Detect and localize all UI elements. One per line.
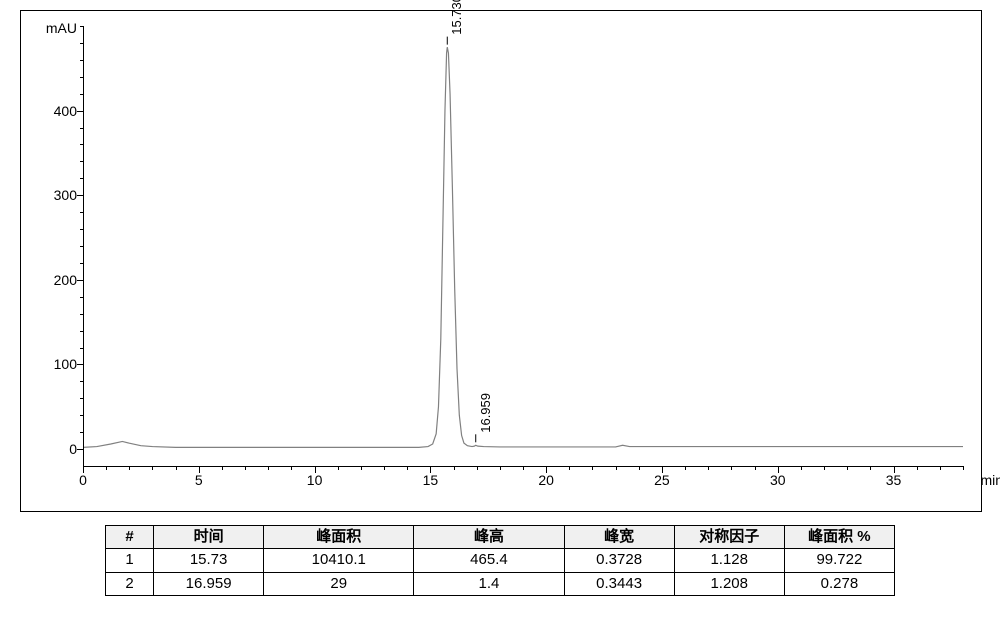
table-cell: 465.4	[414, 549, 564, 572]
chromatogram-trace	[83, 26, 963, 466]
table-row: 115.7310410.1465.40.37281.12899.722	[106, 549, 895, 572]
x-tick-label: 30	[770, 466, 786, 488]
x-tick-label: 10	[307, 466, 323, 488]
x-tick-label: 20	[538, 466, 554, 488]
table-cell: 1.208	[674, 572, 784, 595]
table-cell: 16.959	[154, 572, 264, 595]
chromatogram-plot: mAU min 01002003004000510152025303515.73…	[83, 26, 963, 466]
y-axis-unit: mAU	[46, 20, 83, 36]
table-header: 时间	[154, 526, 264, 549]
peak-label: 15.730	[449, 0, 464, 35]
table-header: 对称因子	[674, 526, 784, 549]
table-cell: 0.3443	[564, 572, 674, 595]
y-tick-label: 300	[54, 187, 83, 203]
table-header: 峰高	[414, 526, 564, 549]
x-axis-unit: min	[980, 466, 1000, 488]
peak-label: 16.959	[478, 393, 493, 433]
table-cell: 0.278	[784, 572, 894, 595]
table-cell: 15.73	[154, 549, 264, 572]
table-row: 216.959291.40.34431.2080.278	[106, 572, 895, 595]
x-tick-label: 15	[423, 466, 439, 488]
figure-root: mAU min 0 100 200 300 400 0 5 10 15 20 25 30 35 15.73…	[0, 0, 1000, 630]
table-header: 峰宽	[564, 526, 674, 549]
table-cell: 0.3728	[564, 549, 674, 572]
table-cell: 1.4	[414, 572, 564, 595]
x-tick-label: 0	[79, 466, 87, 488]
x-tick-label: 25	[654, 466, 670, 488]
table-cell: 2	[106, 572, 154, 595]
x-tick-label: 35	[886, 466, 902, 488]
x-tick-label: 5	[195, 466, 203, 488]
table-header: #	[106, 526, 154, 549]
chart-frame: mAU min 01002003004000510152025303515.73…	[20, 10, 982, 512]
peak-table: #时间峰面积峰高峰宽对称因子峰面积 % 115.7310410.1465.40.…	[105, 525, 895, 596]
y-tick-label: 100	[54, 356, 83, 372]
y-tick-label: 400	[54, 103, 83, 119]
y-tick-label: 200	[54, 272, 83, 288]
table-cell: 1	[106, 549, 154, 572]
table-header: 峰面积 %	[784, 526, 894, 549]
y-tick-label: 0	[69, 441, 83, 457]
table-cell: 1.128	[674, 549, 784, 572]
table-cell: 10410.1	[264, 549, 414, 572]
table-header: 峰面积	[264, 526, 414, 549]
table-cell: 29	[264, 572, 414, 595]
table-cell: 99.722	[784, 549, 894, 572]
